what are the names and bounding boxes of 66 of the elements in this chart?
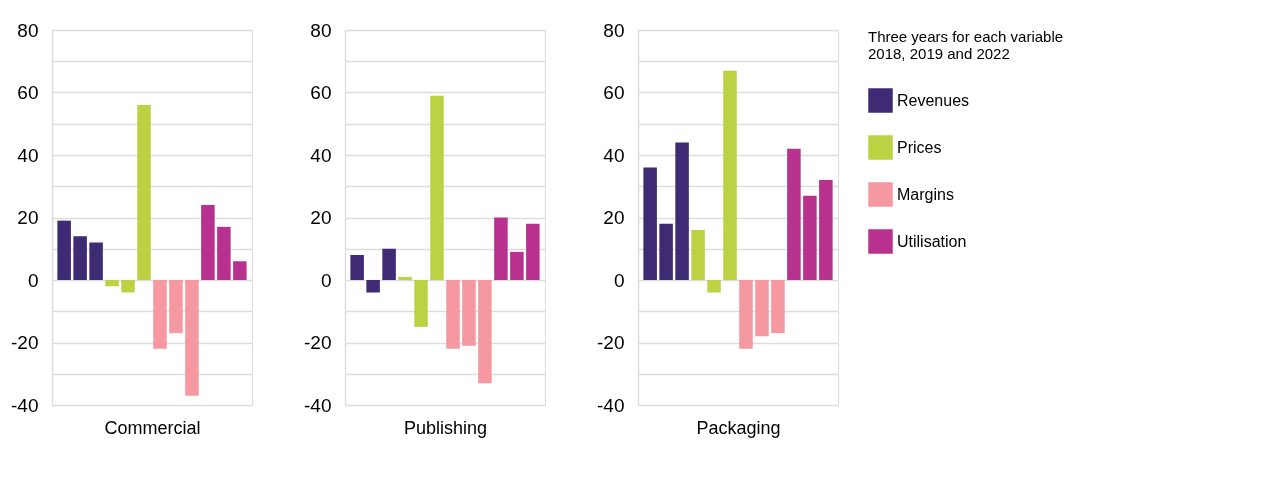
- bar: [675, 142, 689, 280]
- bar: [723, 70, 737, 280]
- y-tick-label: -40: [11, 394, 39, 416]
- y-tick-label: 40: [17, 144, 39, 166]
- bar: [201, 205, 215, 280]
- y-tick-label: 80: [603, 19, 625, 41]
- bar: [121, 280, 135, 293]
- y-tick-label: 20: [603, 207, 625, 228]
- legend-label: Revenues: [897, 91, 970, 109]
- y-tick-label: 20: [310, 207, 332, 228]
- bar: [691, 230, 705, 280]
- bar: [398, 276, 412, 280]
- bar: [169, 280, 183, 334]
- bar: [755, 280, 769, 337]
- bar: [233, 261, 247, 280]
- bar: [414, 280, 428, 327]
- y-tick-label: 0: [320, 269, 332, 291]
- x-axis-title: Publishing: [403, 417, 488, 438]
- y-tick-label: 20: [17, 207, 39, 228]
- legend-label: Utilisation: [897, 232, 967, 250]
- bar: [707, 280, 721, 293]
- y-tick-label: -20: [597, 332, 625, 353]
- legend-label: Margins: [897, 185, 954, 203]
- bar: [771, 280, 785, 334]
- text: Three years for each variable: [868, 28, 1064, 45]
- bar: [57, 220, 71, 280]
- x-axis-title: Packaging: [696, 417, 781, 438]
- bar: [803, 195, 817, 280]
- bar: [382, 248, 396, 280]
- bar: [643, 167, 657, 280]
- bar: [462, 280, 476, 346]
- bar: [153, 280, 167, 349]
- y-tick-label: 60: [17, 82, 39, 103]
- bar: [819, 180, 833, 280]
- bar: [739, 280, 753, 349]
- x-axis-title: Commercial: [104, 417, 201, 438]
- bar: [217, 226, 231, 280]
- bar: [446, 280, 460, 349]
- y-tick-label: -20: [11, 332, 39, 353]
- bar: [659, 223, 673, 280]
- y-tick-label: -20: [304, 332, 332, 353]
- bar: [494, 217, 508, 280]
- y-tick-label: 60: [310, 82, 332, 103]
- bar: [350, 255, 364, 280]
- bar: [526, 223, 540, 280]
- y-tick-label: 80: [310, 19, 332, 41]
- bar: [787, 148, 801, 280]
- bar: [478, 280, 492, 384]
- bar: [366, 280, 380, 293]
- bar: [430, 95, 444, 280]
- y-tick-label: 60: [603, 82, 625, 103]
- y-tick-label: -40: [304, 394, 332, 416]
- y-tick-label: -40: [597, 394, 625, 416]
- y-tick-label: 0: [613, 269, 625, 291]
- y-tick-label: 40: [603, 144, 625, 166]
- bar: [185, 280, 199, 396]
- legend-label: Prices: [897, 138, 942, 156]
- bar: [105, 280, 119, 287]
- bar: [73, 236, 87, 280]
- bar: [89, 242, 103, 280]
- y-tick-label: 40: [310, 144, 332, 166]
- y-tick-label: 0: [27, 269, 39, 291]
- bar: [137, 105, 151, 280]
- text: 2018, 2019 and 2022: [868, 45, 1010, 62]
- bar: [510, 251, 524, 280]
- y-tick-label: 80: [17, 19, 39, 41]
